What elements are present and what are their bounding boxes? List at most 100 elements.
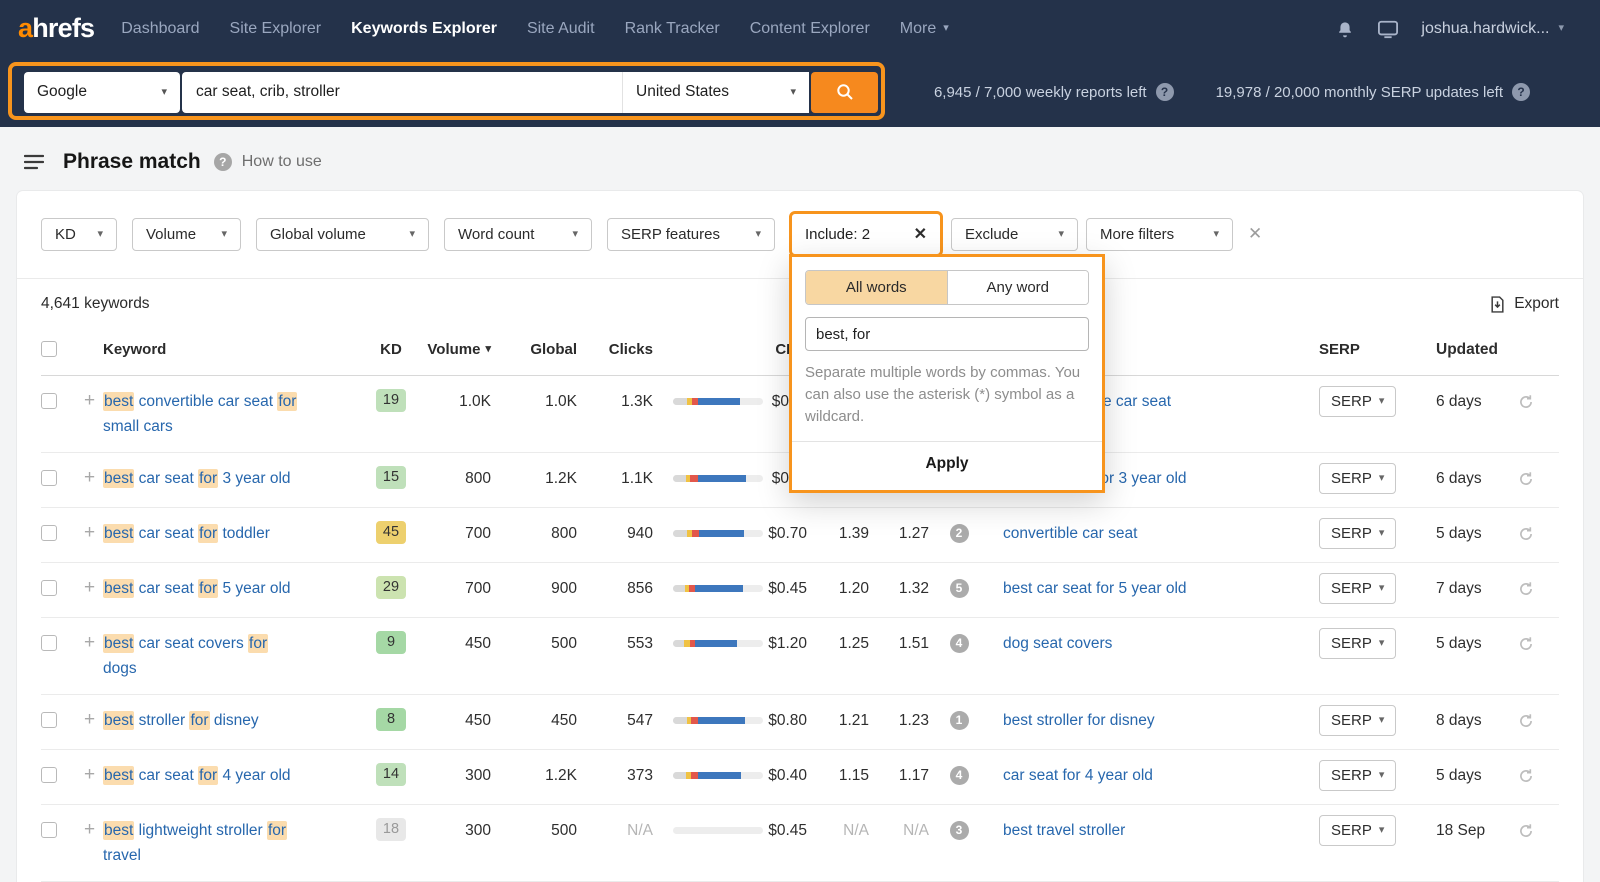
nav-rank-tracker[interactable]: Rank Tracker — [624, 19, 720, 37]
inbox-icon[interactable] — [1377, 19, 1399, 39]
ahrefs-logo[interactable]: ahrefs — [18, 15, 95, 42]
filter-kd[interactable]: KD ▾ — [41, 217, 117, 251]
add-to-list-icon[interactable]: + — [84, 522, 96, 543]
search-icon — [836, 84, 853, 100]
nav-keywords-explorer[interactable]: Keywords Explorer — [351, 19, 497, 37]
search-engine-select[interactable]: Google ▾ — [24, 71, 180, 113]
keyword-link[interactable]: best car seat for 4 year old — [103, 763, 291, 788]
table-row: + best stroller for disney 8 450 450 547 $0.80… — [41, 695, 1559, 750]
add-to-list-icon[interactable]: + — [84, 709, 96, 730]
nav-dashboard[interactable]: Dashboard — [121, 19, 200, 37]
keyword-link[interactable]: best convertible car seat for small cars — [103, 389, 298, 439]
volume-value: 700 — [465, 525, 491, 542]
refresh-icon[interactable] — [1518, 768, 1534, 784]
tab-any-word[interactable]: Any word — [946, 271, 1088, 304]
parent-topic-link[interactable]: convertible car seat — [1003, 525, 1138, 542]
row-checkbox[interactable] — [41, 635, 57, 651]
keyword-link[interactable]: best car seat for 3 year old — [103, 466, 291, 491]
help-icon[interactable]: ? — [1155, 83, 1174, 101]
caret-down-icon: ▾ — [161, 85, 167, 98]
add-to-list-icon[interactable]: + — [84, 632, 96, 653]
filter-more[interactable]: More filters ▾ — [1086, 217, 1233, 251]
menu-icon[interactable] — [24, 154, 44, 170]
updated-value: 8 days — [1436, 712, 1482, 729]
row-checkbox[interactable] — [41, 580, 57, 596]
filter-word-count[interactable]: Word count ▾ — [444, 217, 592, 251]
col-cpc[interactable]: CPC — [653, 341, 807, 358]
close-icon[interactable]: ✕ — [913, 226, 927, 243]
bell-icon[interactable] — [1335, 19, 1355, 39]
nav-more[interactable]: More ▾ — [899, 19, 949, 37]
nav-site-audit[interactable]: Site Audit — [526, 19, 595, 37]
search-button[interactable] — [811, 71, 878, 113]
refresh-icon[interactable] — [1518, 636, 1534, 652]
keyword-link[interactable]: best lightweight stroller for travel — [103, 818, 288, 868]
updated-value: 6 days — [1436, 470, 1482, 487]
refresh-icon[interactable] — [1518, 823, 1534, 839]
row-checkbox[interactable] — [41, 525, 57, 541]
keyword-link[interactable]: best stroller for disney — [103, 708, 259, 733]
filter-include[interactable]: Include: 2 ✕ — [792, 214, 940, 254]
serp-button[interactable]: SERP ▾ — [1319, 518, 1397, 549]
keyword-link[interactable]: best car seat covers for dogs — [103, 631, 269, 681]
how-to-use-link[interactable]: How to use — [241, 153, 322, 170]
clear-filters-icon[interactable]: ✕ — [1248, 224, 1263, 243]
select-all-checkbox[interactable] — [41, 341, 57, 358]
filter-serp-features[interactable]: SERP features ▾ — [607, 217, 775, 251]
keyword-link[interactable]: best car seat for toddler — [103, 521, 270, 546]
col-global[interactable]: Global — [530, 341, 577, 358]
keyword-link[interactable]: best car seat for 5 year old — [103, 576, 291, 601]
filter-global-volume[interactable]: Global volume ▾ — [256, 217, 429, 251]
export-button[interactable]: Export — [1489, 295, 1559, 313]
filter-exclude[interactable]: Exclude ▾ — [951, 217, 1078, 251]
refresh-icon[interactable] — [1518, 713, 1534, 729]
table-row: + best car seat for 5 year old 29 700 900 856… — [41, 563, 1559, 618]
parent-topic-link[interactable]: car seat for 4 year old — [1003, 767, 1153, 784]
col-clicks[interactable]: Clicks — [608, 341, 653, 358]
serp-button[interactable]: SERP ▾ — [1319, 386, 1397, 417]
country-select[interactable]: United States ▾ — [622, 71, 809, 113]
refresh-icon[interactable] — [1518, 581, 1534, 597]
nav-content-explorer[interactable]: Content Explorer — [749, 19, 870, 37]
apply-button[interactable]: Apply — [792, 441, 1102, 477]
clicks-value: 373 — [627, 767, 653, 784]
tab-all-words[interactable]: All words — [806, 271, 947, 304]
filter-volume[interactable]: Volume ▾ — [132, 217, 241, 251]
help-icon[interactable]: ? — [1512, 83, 1530, 101]
refresh-icon[interactable] — [1518, 526, 1534, 542]
serp-button[interactable]: SERP ▾ — [1319, 760, 1397, 791]
help-icon[interactable]: ? — [213, 153, 232, 171]
col-keyword[interactable]: Keyword — [103, 341, 167, 358]
keyword-text: small cars — [103, 418, 173, 435]
serp-button[interactable]: SERP ▾ — [1319, 463, 1397, 494]
add-to-list-icon[interactable]: + — [84, 819, 96, 840]
row-checkbox[interactable] — [41, 767, 57, 783]
refresh-icon[interactable] — [1518, 471, 1534, 487]
row-checkbox[interactable] — [41, 712, 57, 728]
rr-value: 1.51 — [898, 635, 929, 652]
row-checkbox[interactable] — [41, 822, 57, 838]
serp-button[interactable]: SERP ▾ — [1319, 628, 1397, 659]
keywords-input[interactable] — [182, 71, 622, 113]
nav-site-explorer[interactable]: Site Explorer — [229, 19, 322, 37]
include-words-input[interactable] — [805, 317, 1089, 351]
parent-topic-link[interactable]: best travel stroller — [1003, 822, 1126, 839]
col-updated[interactable]: Updated — [1436, 341, 1498, 358]
row-checkbox[interactable] — [41, 393, 57, 409]
add-to-list-icon[interactable]: + — [84, 390, 96, 411]
refresh-icon[interactable] — [1518, 394, 1534, 410]
col-serp: SERP — [1319, 341, 1360, 358]
add-to-list-icon[interactable]: + — [84, 577, 96, 598]
user-menu[interactable]: joshua.hardwick... ▾ — [1421, 19, 1564, 37]
serp-button[interactable]: SERP ▾ — [1319, 573, 1397, 604]
row-checkbox[interactable] — [41, 470, 57, 486]
parent-topic-link[interactable]: best car seat for 5 year old — [1003, 580, 1187, 597]
parent-topic-link[interactable]: best stroller for disney — [1003, 712, 1155, 729]
col-kd[interactable]: KD — [380, 341, 402, 358]
col-volume[interactable]: Volume ▾ — [427, 341, 491, 358]
parent-topic-link[interactable]: dog seat covers — [1003, 635, 1113, 652]
add-to-list-icon[interactable]: + — [84, 764, 96, 785]
add-to-list-icon[interactable]: + — [84, 467, 96, 488]
serp-button[interactable]: SERP ▾ — [1319, 705, 1397, 736]
serp-button[interactable]: SERP ▾ — [1319, 815, 1397, 846]
